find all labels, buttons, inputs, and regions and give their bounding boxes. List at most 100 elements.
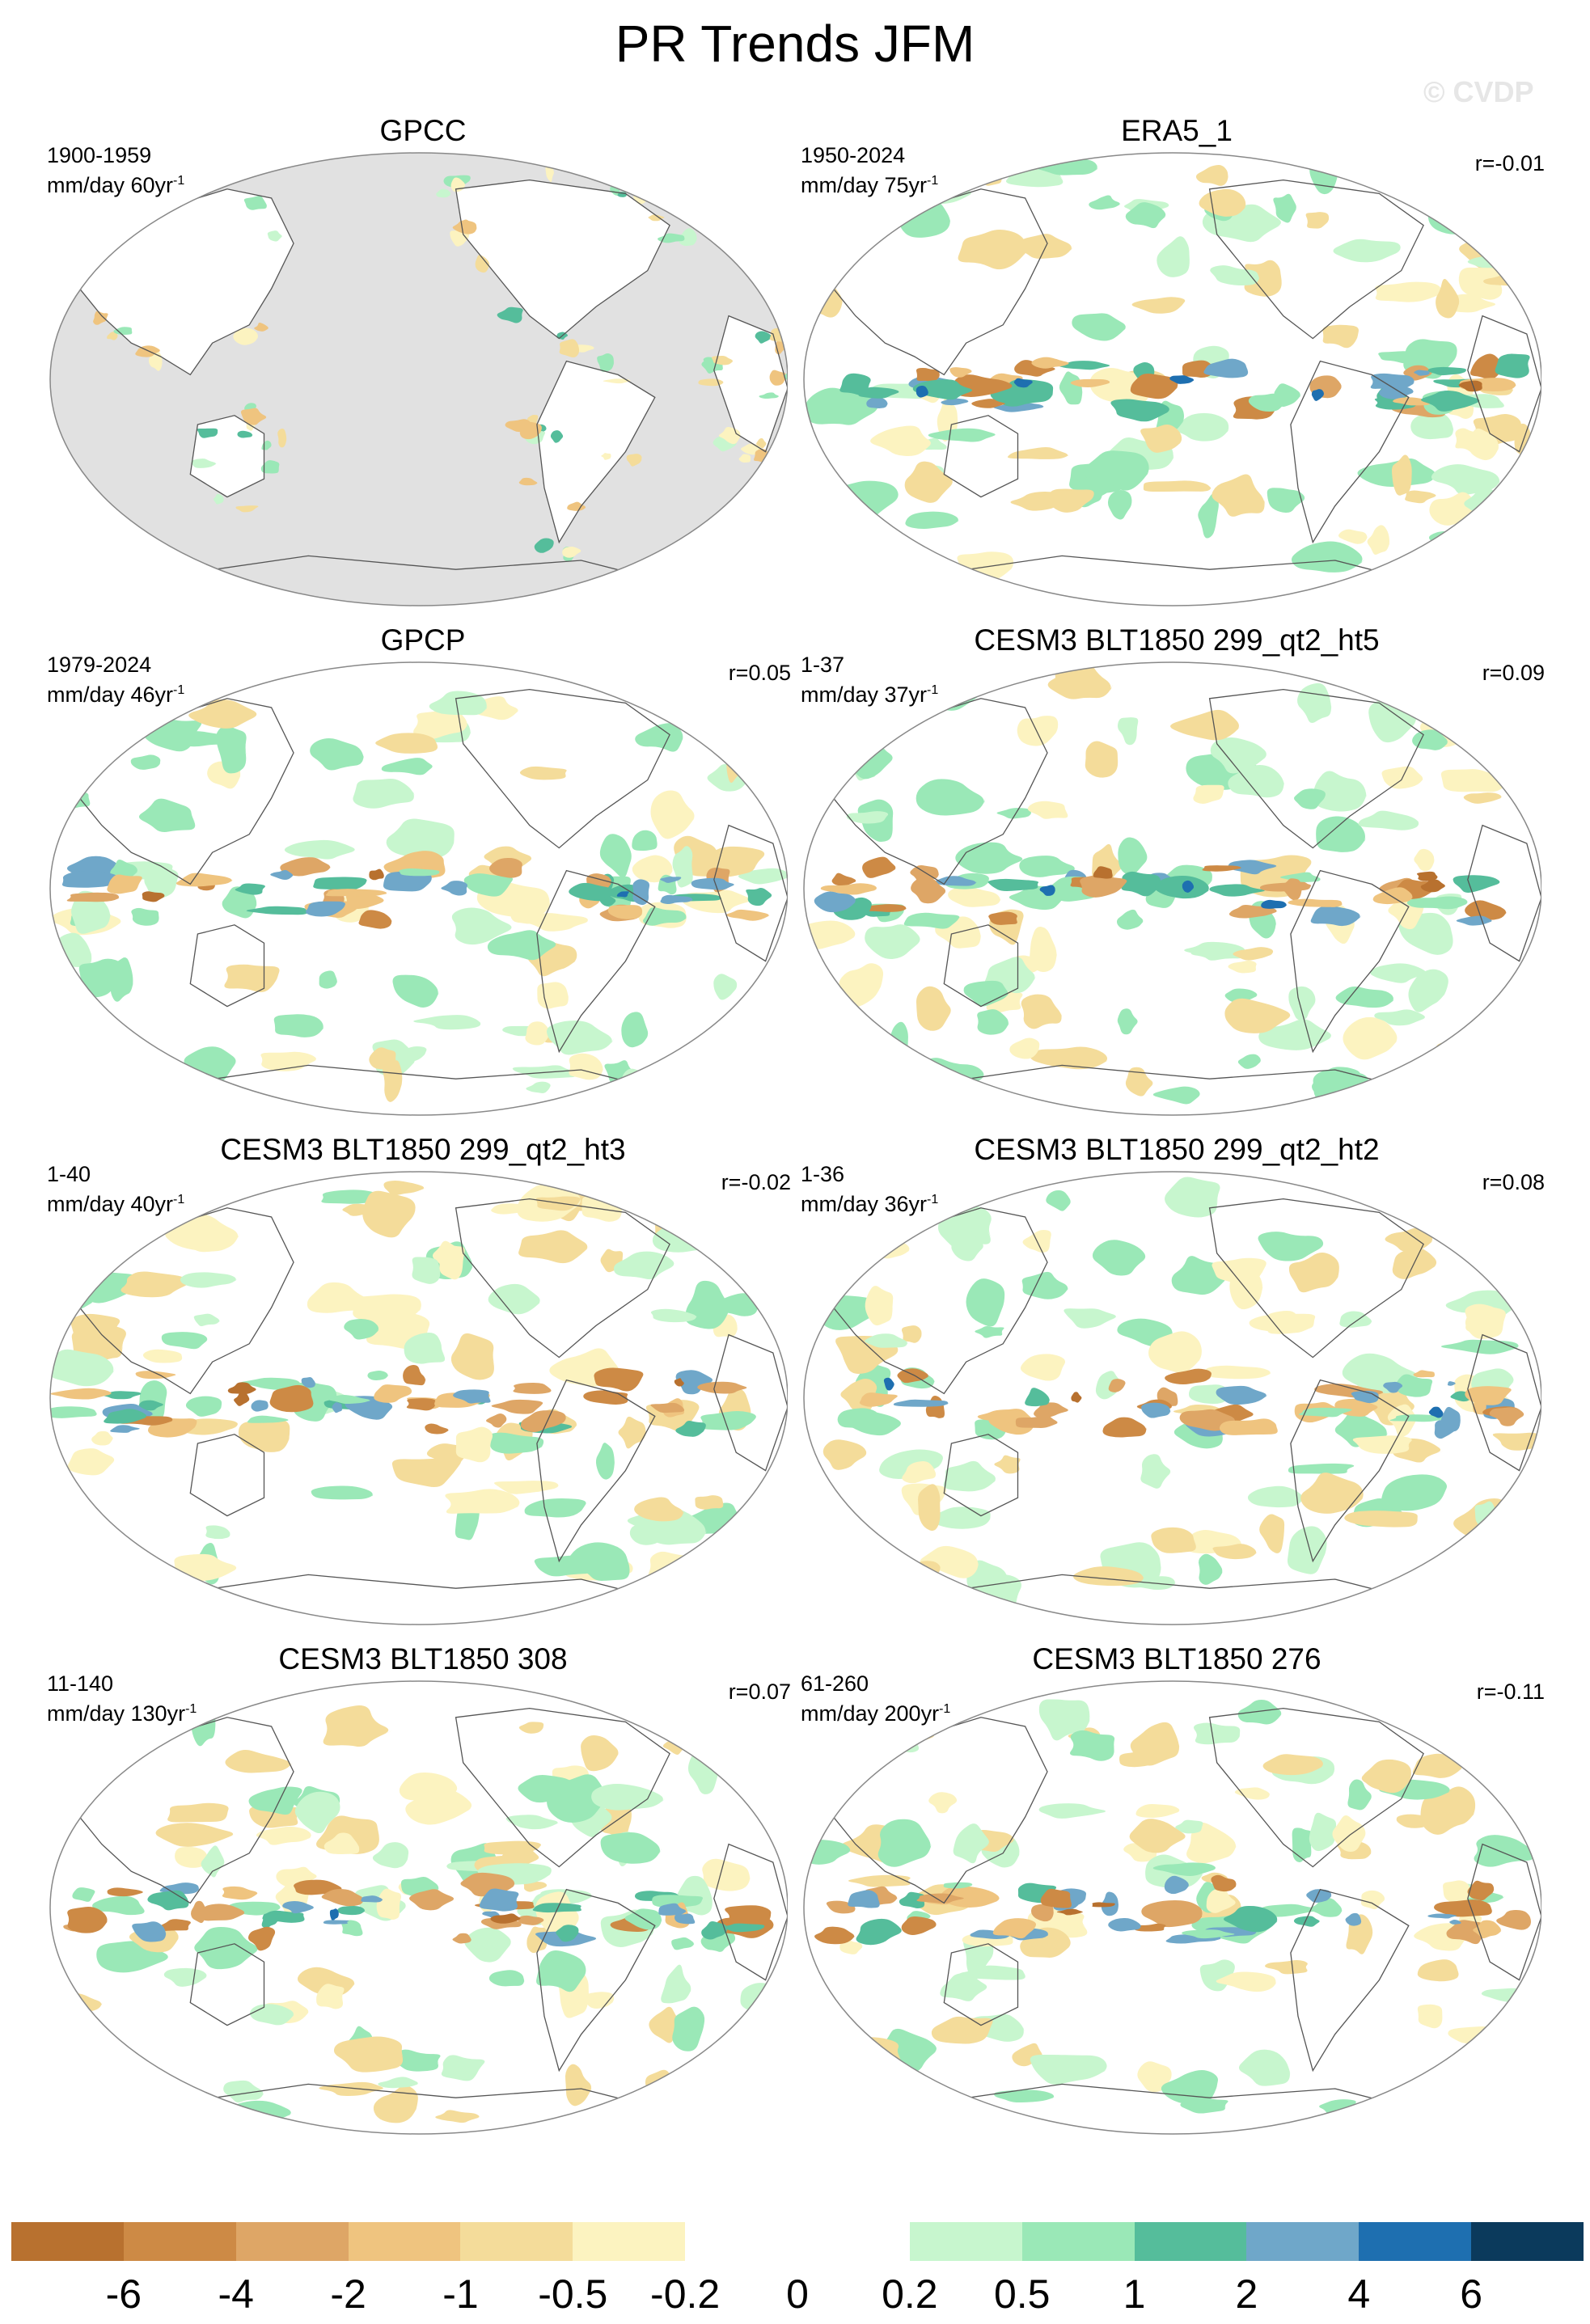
- trend-contour: [240, 1377, 302, 1390]
- trend-contour: [833, 897, 872, 920]
- trend-contour: [1238, 2049, 1291, 2086]
- trend-contour: [445, 1489, 522, 1514]
- trend-contour: [261, 1912, 279, 1929]
- trend-contour: [107, 874, 142, 894]
- trend-contour: [311, 1485, 374, 1500]
- trend-contour: [227, 1382, 258, 1394]
- trend-contour: [519, 766, 567, 780]
- map-outline: [803, 1171, 1541, 1625]
- trend-contour: [1210, 737, 1270, 774]
- trend-contour: [996, 808, 1032, 819]
- trend-contour: [1070, 378, 1112, 388]
- trend-contour: [1364, 1593, 1427, 1608]
- trend-contour: [518, 1230, 590, 1264]
- trend-contour: [856, 1918, 904, 1946]
- trend-contour: [951, 1232, 986, 1261]
- trend-contour: [848, 662, 899, 711]
- trend-contour: [323, 1920, 349, 1925]
- trend-contour: [1237, 1054, 1262, 1069]
- trend-contour: [1056, 1908, 1085, 1916]
- trend-contour: [333, 2036, 404, 2073]
- cvdp-watermark: © CVDP: [1423, 75, 1534, 108]
- trend-contour: [1300, 1473, 1365, 1514]
- trend-contour: [479, 1888, 519, 1912]
- trend-contour: [1015, 1415, 1059, 1428]
- panel-units: mm/day 130yr-1: [47, 1697, 197, 1726]
- panel-period: 1900-1959: [47, 143, 152, 167]
- trend-contour: [629, 1523, 665, 1545]
- trend-contour: [1117, 717, 1139, 746]
- trend-contour: [260, 460, 280, 474]
- trend-contour: [635, 723, 683, 752]
- trend-contour: [1292, 1828, 1312, 1863]
- trend-contour: [321, 1889, 365, 1907]
- trend-contour: [323, 1832, 360, 1854]
- coastline: [937, 1574, 1424, 1603]
- trend-map: [803, 1680, 1541, 2135]
- trend-contour: [1391, 454, 1412, 496]
- coastline: [713, 315, 788, 453]
- trend-contour: [307, 1282, 370, 1313]
- trend-contour: [697, 1381, 750, 1394]
- trend-contour: [383, 1060, 403, 1102]
- trend-contour: [1427, 366, 1467, 376]
- trend-contour: [66, 689, 92, 731]
- panel-units: mm/day 60yr-1: [47, 168, 184, 198]
- colorbar-swatch: [348, 2222, 461, 2261]
- trend-contour: [342, 1203, 387, 1216]
- trend-contour: [523, 1881, 548, 1892]
- trend-contour: [1224, 988, 1259, 1003]
- trend-contour: [648, 1551, 693, 1587]
- trend-contour: [67, 1906, 108, 1933]
- trend-contour: [325, 889, 389, 897]
- trend-contour: [672, 2006, 705, 2051]
- trend-contour: [1298, 1407, 1352, 1418]
- trend-contour: [864, 2059, 903, 2098]
- trend-contour: [246, 906, 309, 915]
- trend-contour: [526, 1081, 551, 1093]
- trend-contour: [1293, 1916, 1321, 1927]
- trend-contour: [684, 1280, 731, 1329]
- trend-contour: [1288, 986, 1317, 1020]
- trend-contour: [225, 1749, 293, 1773]
- trend-contour: [378, 2077, 421, 2089]
- trend-contour: [1013, 234, 1074, 259]
- trend-contour: [914, 1561, 941, 1577]
- trend-contour: [652, 1216, 725, 1253]
- trend-contour: [1141, 1899, 1203, 1928]
- colorbar-tick-label: 1: [1123, 2271, 1146, 2317]
- trend-contour: [556, 1925, 579, 1942]
- trend-contour: [904, 461, 956, 503]
- trend-contour: [1473, 1765, 1539, 1783]
- trend-contour: [940, 1972, 991, 2001]
- map-panel: CESM3 BLT1850 299_qt2_ht2 1-36 mm/day 36yr…: [801, 1132, 1553, 1650]
- trend-contour: [1287, 1526, 1327, 1574]
- trend-contour: [702, 1858, 751, 1891]
- trend-contour: [1152, 1862, 1218, 1876]
- trend-contour: [810, 502, 874, 523]
- trend-contour: [865, 1286, 894, 1326]
- panel-units: mm/day 200yr-1: [801, 1697, 950, 1726]
- trend-contour: [1258, 1232, 1326, 1261]
- trend-contour: [494, 1481, 560, 1494]
- trend-contour: [941, 1886, 1002, 1908]
- coastline: [183, 1574, 670, 1603]
- trend-contour: [600, 1832, 662, 1864]
- trend-contour: [392, 974, 440, 1008]
- trend-contour: [224, 964, 280, 993]
- map-panel: ERA5_1 1950-2024 mm/day 75yr-1 r=-0.01: [801, 113, 1553, 631]
- trend-contour: [1367, 525, 1390, 556]
- trend-contour: [235, 505, 259, 513]
- trend-contour: [536, 1950, 587, 1992]
- trend-contour: [847, 179, 904, 209]
- trend-contour: [1206, 1888, 1238, 1913]
- trend-contour: [1118, 837, 1149, 875]
- trend-contour: [1313, 1069, 1371, 1109]
- trend-contour: [872, 1587, 910, 1602]
- trend-contour: [94, 1040, 148, 1060]
- trend-contour: [248, 1786, 302, 1815]
- colorbar-tick-label: -0.5: [538, 2271, 608, 2317]
- trend-contour: [746, 887, 774, 906]
- land-data-area: [713, 315, 788, 452]
- trend-contour: [918, 1484, 941, 1532]
